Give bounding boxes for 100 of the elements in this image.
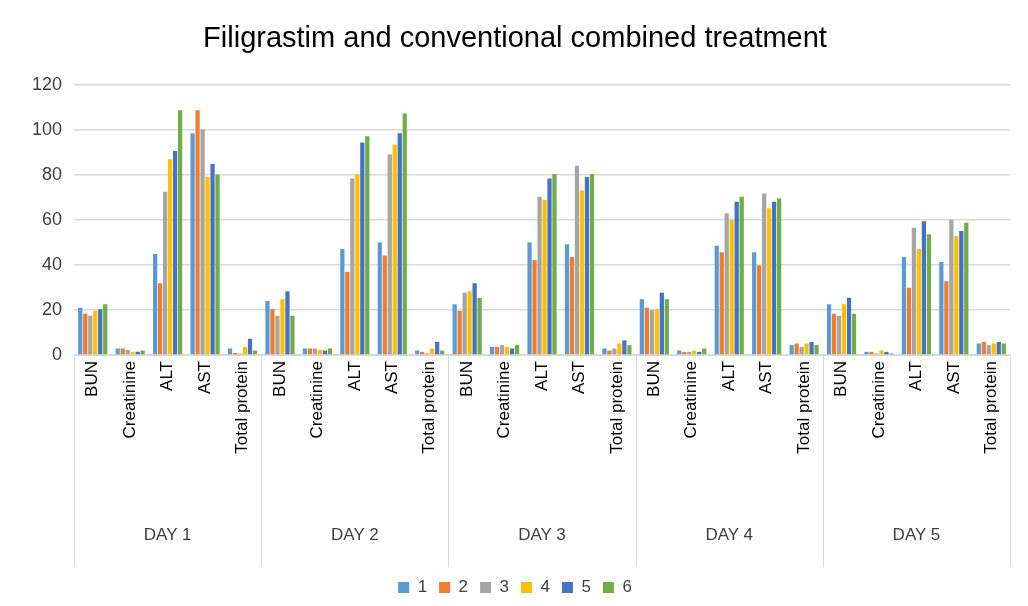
- legend-label: 3: [499, 577, 510, 597]
- bar: [440, 350, 445, 355]
- x-tick-label: Total protein: [606, 361, 626, 454]
- bar: [195, 110, 200, 355]
- x-tick-label: ALT: [718, 361, 738, 391]
- bar: [452, 304, 457, 355]
- x-tick-label: Total protein: [980, 361, 1000, 454]
- bar: [387, 154, 392, 355]
- x-tick-label: ALT: [906, 361, 926, 391]
- bar: [489, 346, 495, 355]
- bar: [617, 343, 622, 355]
- bar: [83, 313, 88, 355]
- bar: [552, 173, 557, 355]
- y-tick-label: 0: [52, 343, 63, 364]
- bar: [564, 244, 570, 355]
- text: DAY 3: [518, 524, 566, 544]
- x-tick-label: AST: [194, 361, 214, 395]
- bar: [430, 348, 435, 355]
- legend-label: 4: [540, 577, 550, 597]
- text: DAY 5: [892, 524, 941, 544]
- bar: [954, 235, 959, 355]
- x-tick-label: BUN: [831, 361, 851, 397]
- bar: [639, 299, 644, 355]
- bar: [607, 350, 612, 355]
- bar: [864, 351, 869, 355]
- bar: [589, 173, 595, 355]
- bar: [360, 142, 365, 355]
- bar: [457, 310, 462, 355]
- bar: [190, 133, 195, 355]
- bar: [397, 133, 402, 355]
- bar: [163, 191, 168, 355]
- bar: [804, 343, 809, 355]
- x-tick-label: BUN: [269, 361, 289, 397]
- x-tick-label: AST: [569, 361, 589, 395]
- bar: [959, 230, 964, 355]
- bar: [78, 307, 83, 355]
- bar: [664, 299, 669, 355]
- bar: [435, 341, 440, 355]
- bar: [377, 242, 382, 355]
- bar: [93, 310, 98, 355]
- y-tick-label: 40: [42, 253, 63, 274]
- bar: [340, 248, 345, 355]
- bar: [869, 351, 874, 355]
- bar: [140, 350, 145, 355]
- bar: [926, 234, 931, 355]
- legend-label: 1: [417, 577, 428, 597]
- bar: [402, 113, 407, 355]
- bar: [906, 287, 912, 355]
- x-tick-label: AST: [756, 361, 776, 395]
- bar: [622, 340, 627, 355]
- bar: [504, 346, 510, 355]
- bar: [846, 297, 852, 355]
- bar: [547, 178, 552, 355]
- bar: [173, 151, 178, 355]
- x-tick-label: ALT: [157, 361, 177, 391]
- y-tick-label: 80: [42, 163, 63, 184]
- bar: [365, 136, 370, 355]
- bar: [986, 345, 991, 355]
- bar: [153, 253, 158, 355]
- bar: [814, 345, 819, 355]
- x-tick-label: BUN: [644, 361, 664, 397]
- bar: [477, 297, 482, 355]
- bar: [382, 255, 387, 355]
- bar: [527, 242, 532, 355]
- bar: [579, 190, 585, 355]
- x-tick-label: ALT: [344, 361, 364, 391]
- x-tick-label: Creatinine: [119, 361, 139, 439]
- bar: [841, 304, 847, 355]
- bar: [921, 221, 927, 355]
- bar: [514, 345, 520, 355]
- bar: [355, 173, 360, 355]
- x-tick-label: Creatinine: [307, 361, 327, 439]
- bar: [472, 283, 477, 355]
- bar: [307, 348, 313, 355]
- x-tick-label: Total protein: [793, 361, 813, 454]
- y-tick-label: 20: [42, 298, 63, 319]
- bar: [809, 341, 814, 355]
- bar: [612, 348, 617, 355]
- bar: [285, 291, 290, 355]
- bar: [322, 350, 327, 355]
- bar: [168, 159, 173, 355]
- bar: [659, 292, 664, 355]
- x-tick-label: BUN: [82, 361, 102, 397]
- bar: [757, 265, 762, 355]
- bar: [210, 164, 215, 355]
- bar: [115, 348, 120, 355]
- x-tick-label: BUN: [456, 361, 476, 397]
- bar: [265, 300, 270, 355]
- bar: [242, 346, 248, 355]
- bar: [177, 110, 183, 355]
- bar: [312, 348, 318, 355]
- x-tick-label: Creatinine: [681, 361, 701, 439]
- y-tick-label: 100: [31, 118, 63, 139]
- bar: [826, 304, 832, 355]
- bar: [767, 208, 772, 355]
- bar: [205, 177, 210, 355]
- bar: [532, 259, 537, 355]
- bar: [290, 315, 295, 355]
- bar: [275, 315, 280, 355]
- x-tick-label: AST: [381, 361, 401, 395]
